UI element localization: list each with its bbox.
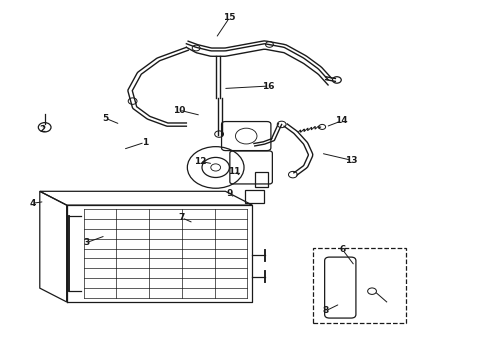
Text: 4: 4 [29,199,36,208]
Text: 15: 15 [223,13,236,22]
Text: 6: 6 [340,246,346,255]
Text: 8: 8 [322,306,329,315]
Text: 11: 11 [228,167,241,176]
Text: 5: 5 [102,114,109,123]
Bar [314,248,406,323]
Bar [245,190,264,203]
Text: 2: 2 [39,125,46,134]
Text: 12: 12 [194,157,206,166]
Text: 7: 7 [178,213,185,222]
Text: 13: 13 [345,156,358,165]
Text: 10: 10 [173,105,185,114]
Bar [255,172,269,187]
Text: 9: 9 [226,189,233,198]
Text: 16: 16 [262,82,275,91]
Text: 3: 3 [83,238,89,247]
Text: 1: 1 [142,138,148,147]
Text: 14: 14 [336,116,348,125]
